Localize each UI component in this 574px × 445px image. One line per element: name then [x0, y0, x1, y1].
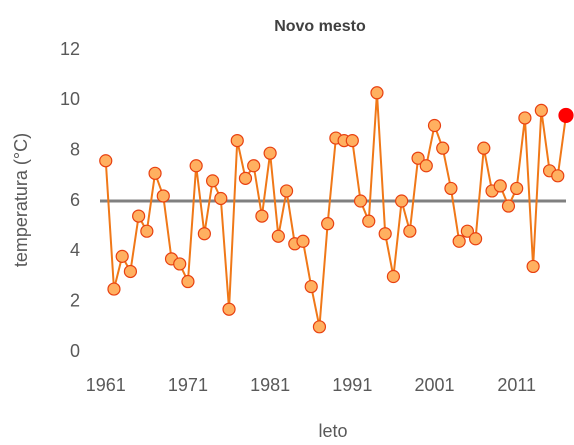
data-point [247, 159, 261, 173]
data-point [510, 181, 524, 196]
data-point [230, 134, 244, 148]
data-point [345, 134, 359, 148]
data-point [411, 151, 425, 165]
data-point [238, 171, 253, 185]
data-point [436, 141, 450, 155]
data-point [460, 224, 474, 238]
data-point [279, 184, 294, 198]
data-point [140, 224, 154, 238]
data-point [181, 274, 195, 289]
y-tick-label: 4 [70, 240, 80, 260]
data-point [197, 227, 211, 241]
data-point [501, 199, 516, 213]
data-point [526, 259, 540, 274]
data-point [362, 214, 376, 228]
data-point [205, 174, 220, 188]
data-point [403, 224, 417, 238]
x-tick-label: 1971 [168, 375, 208, 395]
data-point [551, 169, 565, 183]
data-point [386, 269, 401, 284]
data-point [419, 159, 433, 173]
data-point [534, 103, 548, 118]
line-series [104, 92, 567, 328]
y-tick-label: 6 [70, 190, 80, 210]
chart-title: Novo mesto [274, 18, 366, 35]
data-point [493, 179, 507, 193]
data-point [214, 191, 228, 206]
x-tick-label: 1961 [86, 375, 126, 395]
x-tick-label: 2011 [497, 375, 536, 395]
data-point [468, 232, 483, 246]
data-point [378, 227, 392, 241]
y-tick-label: 0 [70, 341, 80, 361]
data-point [370, 86, 384, 100]
data-point [271, 229, 285, 243]
data-point [395, 194, 409, 208]
data-point [173, 257, 187, 271]
data-point [477, 141, 491, 155]
data-point [304, 279, 318, 294]
data-point [427, 118, 442, 133]
x-axis-label: leto [318, 421, 347, 441]
data-point [189, 159, 203, 173]
data-point [115, 249, 129, 263]
data-point [444, 181, 458, 196]
x-tick-label: 2001 [414, 375, 454, 395]
data-point [518, 111, 532, 125]
data-point [222, 302, 236, 316]
data-point [312, 320, 327, 334]
data-point [558, 107, 574, 124]
y-tick-label: 10 [60, 89, 80, 109]
y-tick-label: 8 [70, 139, 80, 159]
data-point [132, 209, 146, 223]
data-point [255, 209, 269, 223]
data-point [353, 194, 368, 208]
x-tick-label: 1991 [332, 375, 372, 395]
data-point [148, 166, 162, 180]
data-point [321, 217, 335, 231]
data-point [156, 189, 170, 203]
y-axis-label: temperatura (°C) [11, 133, 31, 267]
data-point [296, 234, 310, 248]
data-point [452, 234, 466, 248]
data-point [123, 264, 138, 279]
y-tick-label: 12 [60, 39, 80, 59]
data-point [107, 282, 121, 296]
data-point [263, 146, 277, 160]
x-tick-label: 1981 [250, 375, 290, 395]
data-point [99, 154, 113, 168]
y-tick-label: 2 [70, 290, 80, 310]
